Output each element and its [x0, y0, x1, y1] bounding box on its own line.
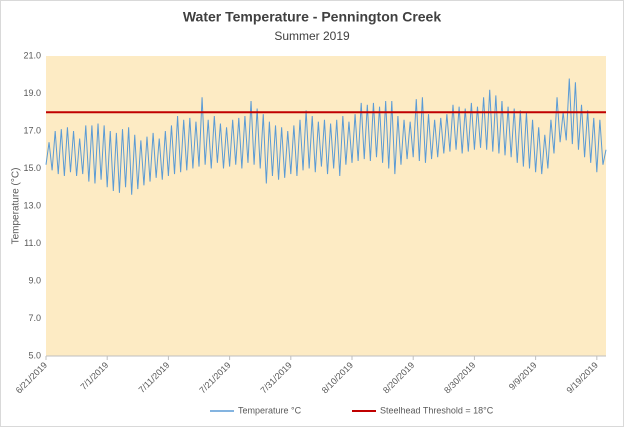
- y-tick-label: 17.0: [23, 125, 41, 135]
- y-tick-label: 19.0: [23, 88, 41, 98]
- chart-title: Water Temperature - Pennington Creek: [183, 9, 441, 25]
- chart-subtitle: Summer 2019: [274, 29, 350, 43]
- y-tick-label: 13.0: [23, 200, 41, 210]
- y-axis-label: Temperature (°C): [11, 168, 22, 245]
- y-tick-label: 15.0: [23, 163, 41, 173]
- y-tick-label: 11.0: [24, 238, 41, 248]
- y-tick-label: 7.0: [28, 313, 41, 323]
- legend-label: Steelhead Threshold = 18°C: [380, 405, 494, 415]
- legend-label: Temperature °C: [238, 405, 302, 415]
- temperature-line: [45, 78, 607, 195]
- y-tick-label: 9.0: [28, 275, 41, 285]
- y-tick-label: 21.0: [23, 50, 41, 60]
- y-tick-label: 5.0: [28, 350, 41, 360]
- plot-area: [46, 56, 606, 356]
